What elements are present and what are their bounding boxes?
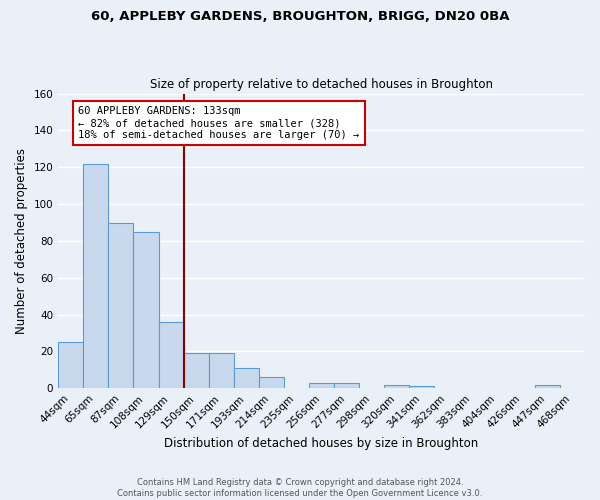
Bar — [259, 378, 284, 388]
Bar — [109, 222, 133, 388]
Bar — [83, 164, 109, 388]
Bar — [234, 368, 259, 388]
Text: Contains HM Land Registry data © Crown copyright and database right 2024.
Contai: Contains HM Land Registry data © Crown c… — [118, 478, 482, 498]
Bar — [535, 384, 560, 388]
Text: 60 APPLEBY GARDENS: 133sqm
← 82% of detached houses are smaller (328)
18% of sem: 60 APPLEBY GARDENS: 133sqm ← 82% of deta… — [78, 106, 359, 140]
Bar — [58, 342, 83, 388]
Title: Size of property relative to detached houses in Broughton: Size of property relative to detached ho… — [150, 78, 493, 91]
Y-axis label: Number of detached properties: Number of detached properties — [15, 148, 28, 334]
Bar — [385, 384, 409, 388]
Bar — [184, 354, 209, 388]
Bar — [158, 322, 184, 388]
Bar — [309, 383, 334, 388]
Text: 60, APPLEBY GARDENS, BROUGHTON, BRIGG, DN20 0BA: 60, APPLEBY GARDENS, BROUGHTON, BRIGG, D… — [91, 10, 509, 23]
Bar — [409, 386, 434, 388]
Bar — [334, 383, 359, 388]
X-axis label: Distribution of detached houses by size in Broughton: Distribution of detached houses by size … — [164, 437, 479, 450]
Bar — [209, 354, 234, 388]
Bar — [133, 232, 158, 388]
